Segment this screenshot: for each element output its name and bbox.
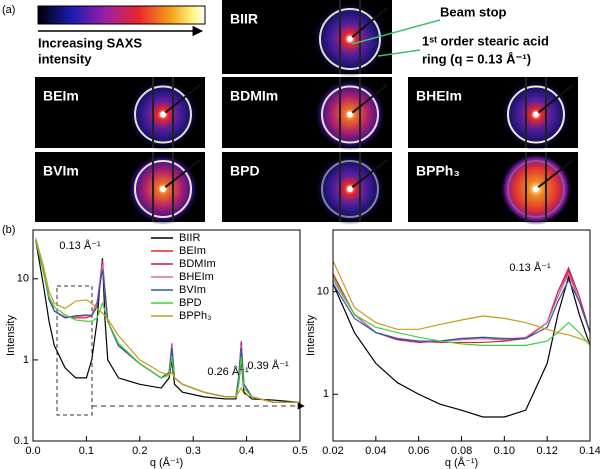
y-tick-label: 1 xyxy=(23,354,29,366)
peak-annotation: 0.13 Å⁻¹ xyxy=(59,239,101,252)
x-tick-label: 0.5 xyxy=(292,445,307,457)
stearic-ring xyxy=(321,85,379,144)
beam-center xyxy=(533,186,539,192)
beam-stop xyxy=(349,159,388,190)
y-tick-label: 0.1 xyxy=(14,435,29,447)
tile-name: BPD xyxy=(230,163,260,179)
tile-name: BVIm xyxy=(43,163,79,179)
series-line xyxy=(35,237,300,403)
series-line xyxy=(333,266,590,344)
plot-frame xyxy=(332,229,591,442)
beam-stop xyxy=(162,159,201,190)
legend-label: BHEIm xyxy=(179,271,214,283)
saxs-tile: BPPh₃ xyxy=(408,152,578,225)
tile-name: BEIm xyxy=(43,88,79,104)
beam-stop xyxy=(349,84,388,116)
tile-name: BDMIm xyxy=(230,88,278,104)
colorbar-label: intensity xyxy=(38,51,92,66)
stearic-ring xyxy=(507,85,565,144)
saxs-images: BIIR BEIm BDMIm BHEIm BVIm BPD BPPh₃ xyxy=(35,0,578,225)
stearic-ring xyxy=(134,85,192,144)
beam-center xyxy=(347,111,353,118)
annotation: ring (q = 0.13 Å⁻¹) xyxy=(422,51,531,66)
x-tick-label: 0.14 xyxy=(579,445,600,457)
pointer xyxy=(377,49,421,57)
beam-center xyxy=(160,186,166,192)
y-tick-label: 10 xyxy=(17,273,29,285)
legend-label: BPD xyxy=(179,297,202,309)
tile-name: BPPh₃ xyxy=(416,163,460,179)
series-line xyxy=(333,260,590,344)
zoom-box xyxy=(56,285,93,416)
series-line xyxy=(333,274,590,418)
x-tick-label: 0.4 xyxy=(239,445,254,457)
saxs-tile: BHEIm xyxy=(408,77,578,151)
pointer xyxy=(351,19,441,45)
x-tick-label: 0.12 xyxy=(536,445,557,457)
y-axis-label: Intensity xyxy=(305,315,317,356)
x-tick-label: 0.10 xyxy=(494,445,515,457)
legend-label: BDMIm xyxy=(179,258,216,270)
x-tick-label: 0.2 xyxy=(132,445,147,457)
series-line xyxy=(333,276,590,346)
x-tick-label: 0.3 xyxy=(186,445,201,457)
x-tick-label: 0.06 xyxy=(408,445,429,457)
legend-label: BEIm xyxy=(179,245,206,257)
stearic-ring xyxy=(321,160,379,218)
peak-annotation: 0.39 Å⁻¹ xyxy=(247,359,289,372)
annotation: 1ˢᵗ order stearic acid xyxy=(422,33,549,48)
stearic-ring xyxy=(319,8,381,70)
series-line xyxy=(35,239,300,403)
y-tick-label: 1 xyxy=(323,388,329,400)
y-tick-label: 10 xyxy=(317,286,329,298)
saxs-tile: BEIm xyxy=(35,77,205,151)
x-axis-label: q (Å⁻¹) xyxy=(150,456,183,469)
beam-center xyxy=(160,111,166,118)
stearic-ring xyxy=(134,160,192,218)
beam-center xyxy=(347,186,353,192)
beam-center xyxy=(533,111,539,118)
annotations-a: Beam stop 1ˢᵗ order stearic acid ring (q… xyxy=(351,4,549,66)
tile-name: BIIR xyxy=(230,11,258,27)
beam-stop xyxy=(535,159,574,190)
stearic-ring xyxy=(507,160,565,218)
tile-name: BHEIm xyxy=(416,88,462,104)
panel-label: (a) xyxy=(2,4,15,16)
peak-annotation: 0.13 Å⁻¹ xyxy=(509,261,551,274)
colorbar-panel: Increasing SAXS intensity xyxy=(37,5,206,66)
saxs-tile: BIIR xyxy=(222,0,392,77)
zoom-indicator xyxy=(56,285,305,416)
beam-stop xyxy=(162,84,201,116)
saxs-tile: BVIm xyxy=(35,152,205,225)
beam-center xyxy=(347,36,353,42)
x-tick-label: 0.08 xyxy=(451,445,472,457)
x-tick-label: 0.02 xyxy=(322,445,343,457)
legend-label: BPPh₃ xyxy=(179,310,212,322)
colorbar-label: Increasing SAXS xyxy=(38,35,142,50)
x-axis-label: q (Å⁻¹) xyxy=(445,456,478,469)
beam-stop xyxy=(535,84,574,116)
annotation: Beam stop xyxy=(440,4,507,19)
x-tick-label: 0.0 xyxy=(25,445,40,457)
plot-frame xyxy=(32,229,301,442)
legend-label: BIIR xyxy=(179,232,200,244)
y-axis-label: Intensity xyxy=(5,315,17,356)
panel-label: (b) xyxy=(2,224,15,236)
x-tick-label: 0.04 xyxy=(365,445,386,457)
series-line xyxy=(333,269,590,344)
peak-annotation: 0.26 Å⁻¹ xyxy=(207,365,249,378)
saxs-tile: BDMIm xyxy=(222,77,392,151)
series-line xyxy=(333,278,590,342)
beam-stop xyxy=(349,7,388,40)
saxs-tile: BPD xyxy=(222,152,392,225)
colorbar xyxy=(37,5,206,25)
legend-label: BVIm xyxy=(179,284,206,296)
x-tick-label: 0.1 xyxy=(79,445,94,457)
